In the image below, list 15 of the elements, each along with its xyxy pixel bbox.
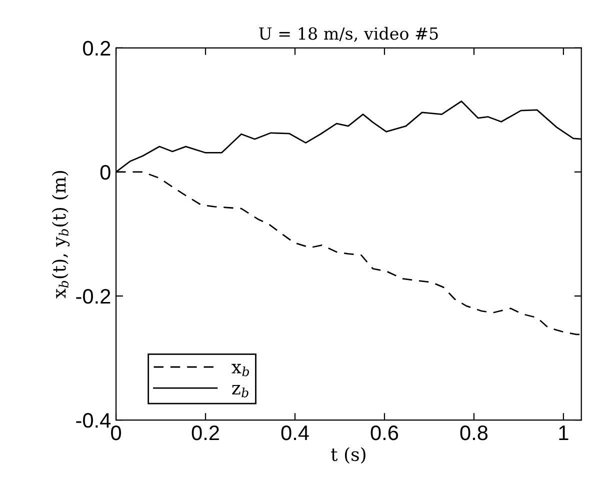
y-axis-title: x$_{b}$(t), y$_{b}$(t) (m): [52, 171, 70, 298]
y-tick-label: -0.4: [76, 413, 111, 428]
y-tick-label: 0: [100, 164, 110, 180]
x-tick-label: 0.2: [192, 425, 219, 440]
y-tick-label: -0.2: [76, 289, 110, 304]
x-tick-label: 0.4: [281, 425, 309, 440]
x-tick-label: 0.8: [460, 425, 488, 440]
legend-label: x$_{b}$: [232, 364, 250, 376]
x-tick-label: 0.6: [370, 425, 398, 440]
y-tick-label: 0.2: [83, 40, 110, 56]
x-tick-label: 1: [559, 426, 568, 440]
x-tick-label: 0: [111, 425, 122, 440]
chart-title: U = 18 m/s, video #5: [259, 26, 438, 42]
legend-label: z$_{b}$: [232, 385, 248, 398]
x-axis-title: t (s): [331, 447, 366, 464]
